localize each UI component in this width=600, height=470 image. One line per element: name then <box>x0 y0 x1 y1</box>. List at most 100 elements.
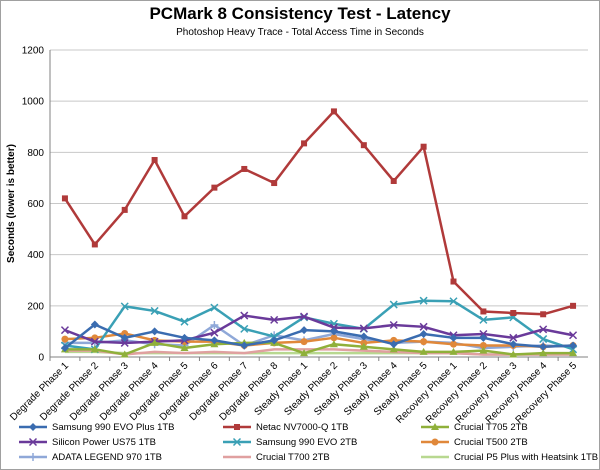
data-point <box>120 302 129 311</box>
data-point <box>60 344 69 353</box>
data-point <box>389 340 398 349</box>
series-1 <box>61 108 577 318</box>
data-point <box>270 336 279 345</box>
data-point <box>240 341 249 350</box>
data-point <box>509 350 518 358</box>
data-point <box>90 320 99 329</box>
series-line <box>64 332 574 349</box>
data-point <box>150 338 159 346</box>
data-point <box>180 333 189 342</box>
series-line <box>64 314 574 345</box>
data-point <box>360 142 367 149</box>
data-point <box>90 345 99 353</box>
data-point <box>180 344 189 352</box>
data-point <box>210 328 219 337</box>
data-point <box>420 143 427 150</box>
data-point <box>150 306 159 315</box>
data-point <box>569 331 578 340</box>
y-axis-label: Seconds (lower is better) <box>6 144 17 263</box>
data-point <box>359 332 368 341</box>
x-tick-label: Steady Phase 2 <box>282 360 340 418</box>
data-point <box>211 184 218 191</box>
series-line <box>63 110 574 316</box>
data-point <box>240 311 249 320</box>
series-line <box>64 323 574 350</box>
data-point <box>210 321 219 330</box>
data-point <box>60 326 69 335</box>
data-point <box>389 300 398 309</box>
data-point <box>359 324 368 333</box>
data-point <box>121 206 128 213</box>
y-tick-label: 400 <box>27 250 44 261</box>
data-point <box>121 329 129 337</box>
data-point <box>301 140 308 147</box>
data-point <box>329 340 338 348</box>
y-tick-label: 1200 <box>22 46 45 57</box>
data-point <box>539 342 548 351</box>
data-point <box>240 324 249 333</box>
data-point <box>539 349 548 357</box>
data-point <box>479 341 487 349</box>
data-point <box>479 315 488 324</box>
data-point <box>151 157 158 164</box>
data-point <box>359 342 368 350</box>
data-point <box>420 338 428 346</box>
x-tick-label: Steady Phase 4 <box>342 360 400 418</box>
data-point <box>330 334 338 342</box>
data-point <box>91 241 98 248</box>
data-point <box>329 327 338 336</box>
data-point <box>419 347 428 355</box>
y-tick-label: 800 <box>27 148 44 159</box>
series-line <box>64 299 574 351</box>
data-point <box>569 349 578 357</box>
data-point <box>300 349 309 357</box>
data-point <box>449 347 458 355</box>
data-point <box>449 333 458 342</box>
data-point <box>61 335 69 343</box>
data-point <box>300 338 308 346</box>
data-point <box>509 340 518 349</box>
series-0 <box>60 320 578 353</box>
data-point <box>540 311 547 318</box>
data-point <box>90 337 99 346</box>
data-point <box>61 195 68 202</box>
data-point <box>449 297 458 306</box>
data-point <box>509 333 518 342</box>
data-point <box>479 333 488 342</box>
data-point <box>210 336 219 345</box>
y-tick-label: 200 <box>27 301 44 312</box>
data-point <box>271 180 278 187</box>
y-tick-label: 1000 <box>22 97 45 108</box>
data-point <box>419 296 428 305</box>
data-point <box>510 309 517 316</box>
data-point <box>389 345 398 353</box>
x-tick-label: Steady Phase 3 <box>312 360 370 418</box>
data-point <box>479 346 488 354</box>
data-point <box>419 329 428 338</box>
x-tick-label: Steady Phase 1 <box>252 360 310 418</box>
x-tick-label: Steady Phase 5 <box>372 360 430 418</box>
data-point <box>390 177 397 184</box>
data-point <box>480 308 487 315</box>
chart-title: PCMark 8 Consistency Test - Latency <box>149 4 451 23</box>
data-point <box>210 303 219 312</box>
data-point <box>570 302 577 309</box>
data-point <box>419 322 428 331</box>
data-point <box>330 108 337 115</box>
data-point <box>450 278 457 285</box>
data-point <box>450 340 457 348</box>
data-point <box>539 325 548 334</box>
y-tick-label: 600 <box>27 199 44 210</box>
series-3 <box>60 311 578 347</box>
data-point <box>120 338 129 347</box>
data-point <box>181 213 188 220</box>
series-line <box>64 341 574 356</box>
data-point <box>150 327 159 336</box>
data-point <box>180 317 189 326</box>
chart-subtitle: Photoshop Heavy Trace - Total Access Tim… <box>176 27 424 38</box>
data-point <box>569 341 578 350</box>
y-tick-label: 0 <box>38 353 44 364</box>
data-point <box>539 335 548 344</box>
